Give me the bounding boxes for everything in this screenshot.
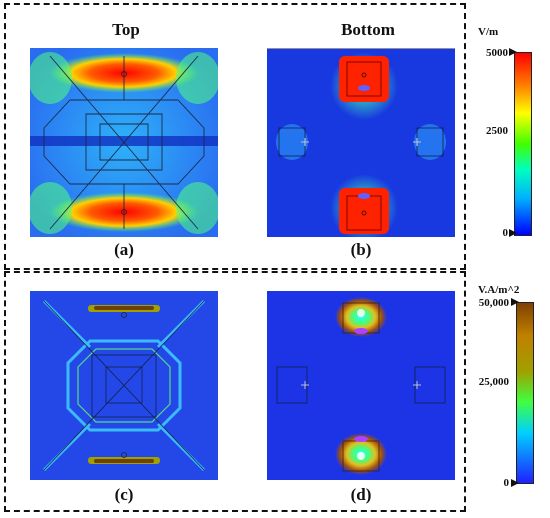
heading-top: Top [112, 20, 140, 39]
colorbar-top-max: 5000 [486, 47, 508, 59]
colorbar-bottom-max: 50,000 [478, 297, 509, 309]
colorbar-top-min: 0 [502, 227, 509, 239]
caption-b: (b) [350, 240, 372, 259]
heading-bottom: Bottom [341, 20, 395, 39]
colorbar-bottom-mid: 25,000 [478, 376, 509, 388]
caption-c: (c) [114, 485, 134, 504]
colorbar-bottom-unit: V.A/m^2 [478, 284, 520, 296]
panel-c-top-power-density [30, 291, 218, 480]
caption-a: (a) [114, 240, 134, 259]
upper-dashed-frame [4, 3, 466, 270]
arrow-right-icon [509, 229, 517, 237]
colorbar-top-mid: 2500 [486, 125, 508, 137]
colorbar-top-gradient [514, 52, 532, 236]
colorbar-bottom-min: 0 [503, 477, 510, 489]
panel-b-bottom-electric-field [267, 48, 455, 237]
arrow-right-icon [511, 298, 519, 306]
panel-d-bottom-power-density [267, 291, 455, 480]
colorbar-bottom-gradient [516, 302, 534, 484]
arrow-right-icon [509, 48, 517, 56]
caption-d: (d) [350, 485, 372, 504]
colorbar-top-unit: V/m [478, 26, 499, 38]
lower-dashed-frame [4, 271, 466, 512]
arrow-right-icon [511, 479, 519, 487]
panel-a-top-electric-field [30, 48, 218, 237]
